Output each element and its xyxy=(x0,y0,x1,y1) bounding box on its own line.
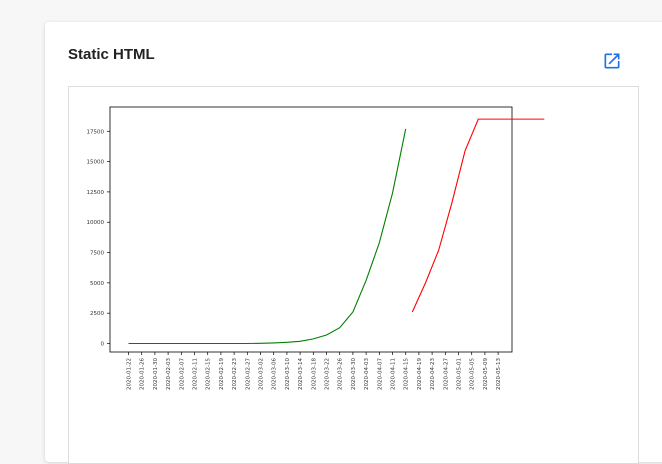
x-tick-label: 2020-01-26 xyxy=(140,358,146,390)
x-tick-label: 2020-04-19 xyxy=(417,358,423,390)
x-tick-label: 2020-03-22 xyxy=(325,358,331,390)
x-tick-label: 2020-03-14 xyxy=(298,358,304,390)
x-tick-label: 2020-03-06 xyxy=(272,358,278,390)
y-tick-label: 5000 xyxy=(90,281,104,287)
x-tick-label: 2020-02-19 xyxy=(219,358,225,390)
x-tick-label: 2020-03-26 xyxy=(338,358,344,390)
x-tick-label: 2020-03-10 xyxy=(285,358,291,390)
html-output-frame: 0 2500 5000 7500 10000 12500 15000 17500 2020-01… xyxy=(68,86,639,464)
card-title: Static HTML xyxy=(68,46,155,63)
x-tick-label: 2020-05-01 xyxy=(457,358,463,390)
x-tick-label: 2020-04-15 xyxy=(404,358,410,390)
y-tick-label: 15000 xyxy=(87,160,105,166)
x-tick-label: 2020-02-03 xyxy=(166,358,172,390)
x-tick-label: 2020-02-11 xyxy=(193,358,199,390)
x-tick-label: 2020-04-27 xyxy=(443,358,449,390)
line-chart: 0 2500 5000 7500 10000 12500 15000 17500 2020-01… xyxy=(87,106,545,390)
y-tick-label: 7500 xyxy=(90,251,104,257)
y-tick-label: 12500 xyxy=(87,190,105,196)
x-tick-label: 2020-05-05 xyxy=(470,358,476,390)
x-tick-label: 2020-02-15 xyxy=(206,358,212,390)
y-tick-label: 0 xyxy=(101,342,105,348)
x-tick-label: 2020-03-02 xyxy=(259,358,265,390)
x-tick-label: 2020-03-18 xyxy=(311,358,317,390)
series-line-1 xyxy=(128,128,407,345)
x-tick-label: 2020-03-30 xyxy=(351,358,357,390)
x-tick-label: 2020-05-09 xyxy=(483,358,489,390)
x-tick-label: 2020-04-23 xyxy=(430,358,436,390)
series-line-2 xyxy=(411,118,545,313)
y-tick-label: 17500 xyxy=(87,129,105,135)
x-tick-label: 2020-01-22 xyxy=(127,358,133,390)
x-tick-label: 2020-02-07 xyxy=(179,358,185,390)
x-tick-label: 2020-01-30 xyxy=(153,358,159,390)
x-tick-label: 2020-04-03 xyxy=(364,358,370,390)
x-tick-label: 2020-04-11 xyxy=(391,358,397,390)
open-in-new-icon[interactable] xyxy=(602,51,622,71)
plot-frame xyxy=(109,106,513,353)
y-tick-label: 10000 xyxy=(87,220,105,226)
x-tick-label: 2020-02-23 xyxy=(232,358,238,390)
static-html-card: Static HTML 0 2500 5000 7500 10000 12500 15000… xyxy=(45,22,662,464)
x-tick-label: 2020-05-13 xyxy=(496,358,502,390)
x-tick-label: 2020-04-07 xyxy=(377,358,383,390)
x-tick-label: 2020-02-27 xyxy=(245,358,251,390)
y-tick-label: 2500 xyxy=(90,311,104,317)
